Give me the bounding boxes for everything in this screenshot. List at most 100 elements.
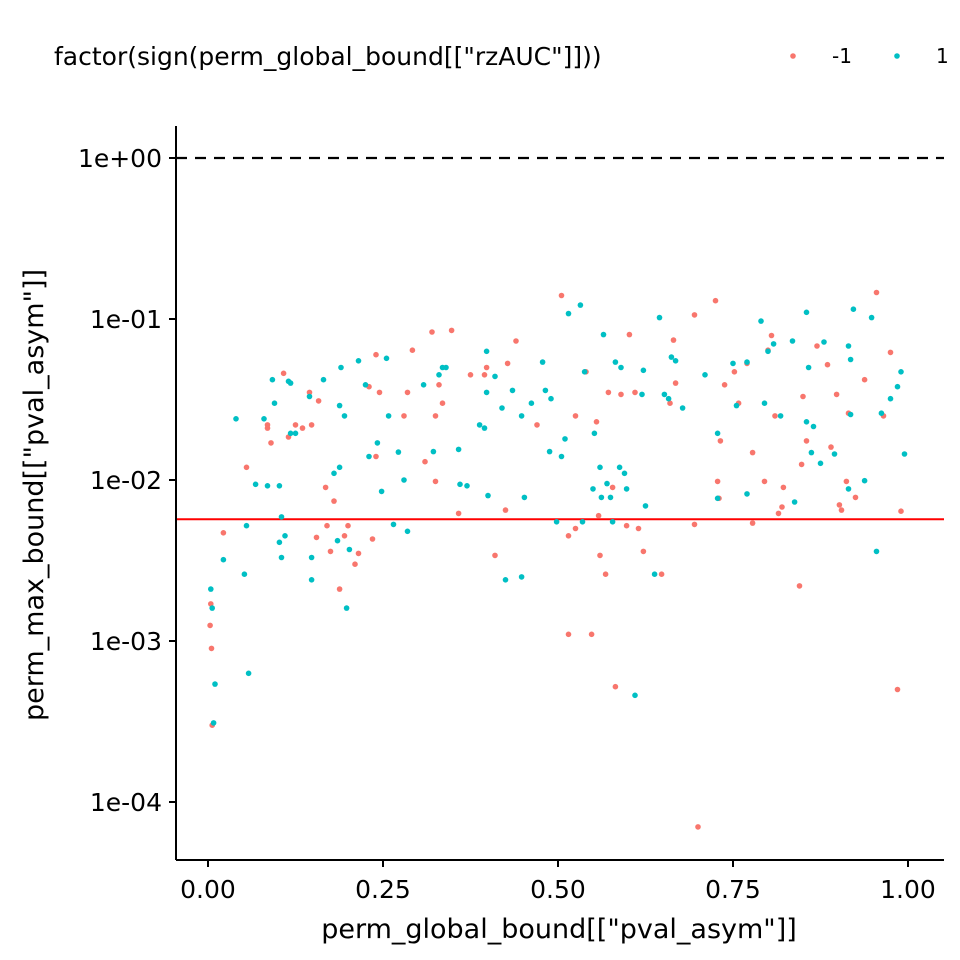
- data-point: [789, 338, 796, 344]
- data-point: [843, 478, 850, 485]
- data-point: [373, 351, 379, 358]
- data-point: [385, 413, 392, 419]
- data-point: [847, 356, 854, 363]
- data-point: [618, 364, 624, 371]
- data-point: [207, 622, 213, 629]
- data-point: [264, 483, 271, 489]
- data-point: [436, 382, 442, 388]
- data-point: [341, 533, 348, 539]
- data-point: [331, 498, 337, 504]
- data-point: [336, 464, 343, 471]
- data-point: [383, 355, 390, 362]
- data-point: [374, 440, 381, 446]
- data-point: [873, 548, 880, 555]
- data-point: [483, 389, 490, 396]
- data-point: [306, 393, 313, 400]
- data-point: [651, 571, 658, 577]
- data-point: [558, 292, 565, 299]
- data-point: [483, 364, 490, 371]
- data-point: [308, 577, 315, 583]
- data-point: [220, 530, 227, 536]
- data-point: [308, 422, 315, 428]
- data-point: [542, 387, 549, 394]
- data-point: [345, 522, 351, 529]
- data-point: [847, 411, 854, 418]
- legend-key: [894, 53, 900, 59]
- data-point: [390, 521, 397, 528]
- data-point: [562, 436, 568, 442]
- data-point: [264, 425, 271, 431]
- data-point: [661, 391, 668, 398]
- data-point: [623, 486, 630, 492]
- data-point: [439, 400, 446, 407]
- data-point: [803, 309, 810, 316]
- data-point: [572, 413, 579, 419]
- data-point: [632, 389, 638, 396]
- data-point: [861, 376, 868, 383]
- data-point: [667, 400, 673, 407]
- legend-label: -1: [832, 44, 852, 68]
- data-point: [457, 481, 463, 488]
- data-point: [548, 395, 554, 402]
- legend-entry: -1: [790, 44, 852, 68]
- series-1: [208, 302, 908, 726]
- data-point: [712, 297, 719, 304]
- data-point: [808, 449, 815, 456]
- reference-lines: [176, 156, 944, 521]
- data-point: [612, 683, 619, 690]
- x-tick-label: 0.75: [705, 875, 761, 904]
- data-point: [604, 480, 610, 487]
- data-point: [796, 583, 803, 589]
- data-point: [579, 519, 586, 525]
- data-point: [749, 520, 756, 526]
- data-point: [668, 354, 675, 360]
- data-point: [868, 314, 875, 321]
- data-point: [210, 720, 217, 726]
- data-point: [455, 446, 462, 453]
- data-point: [621, 470, 628, 477]
- data-point: [616, 464, 623, 471]
- data-point: [805, 364, 812, 371]
- data-point: [320, 376, 327, 383]
- data-point: [721, 382, 728, 388]
- data-point: [324, 522, 330, 529]
- data-point: [679, 405, 686, 411]
- data-point: [626, 331, 633, 338]
- data-point: [632, 692, 638, 699]
- data-point: [306, 389, 313, 396]
- data-point: [878, 410, 885, 417]
- data-point: [803, 438, 810, 444]
- data-point: [276, 539, 283, 546]
- data-point: [565, 631, 572, 638]
- data-point: [352, 561, 358, 567]
- data-point: [401, 413, 407, 419]
- data-point: [278, 514, 285, 520]
- data-point: [577, 302, 584, 308]
- data-point: [565, 310, 572, 317]
- data-point: [268, 440, 274, 446]
- data-point: [287, 430, 294, 437]
- data-point: [824, 361, 831, 368]
- data-point: [269, 376, 276, 383]
- data-point: [894, 383, 901, 390]
- data-point: [642, 503, 649, 509]
- data-point: [635, 525, 642, 532]
- data-point: [639, 391, 645, 398]
- data-point: [369, 536, 376, 542]
- data-point: [485, 492, 491, 499]
- legend: factor(sign(perm_global_bound[["rzAUC"]]…: [54, 42, 949, 71]
- y-tick-label: 1e-02: [90, 466, 162, 495]
- data-point: [672, 358, 679, 364]
- data-point: [695, 824, 701, 830]
- data-point: [595, 512, 602, 519]
- data-point: [775, 510, 782, 517]
- data-point: [518, 413, 525, 419]
- data-point: [481, 372, 488, 378]
- data-point: [313, 534, 320, 541]
- data-point: [502, 507, 509, 513]
- data-point: [420, 382, 427, 388]
- data-point: [898, 369, 904, 375]
- data-point: [744, 491, 750, 497]
- data-point: [209, 605, 215, 611]
- data-point: [765, 348, 771, 355]
